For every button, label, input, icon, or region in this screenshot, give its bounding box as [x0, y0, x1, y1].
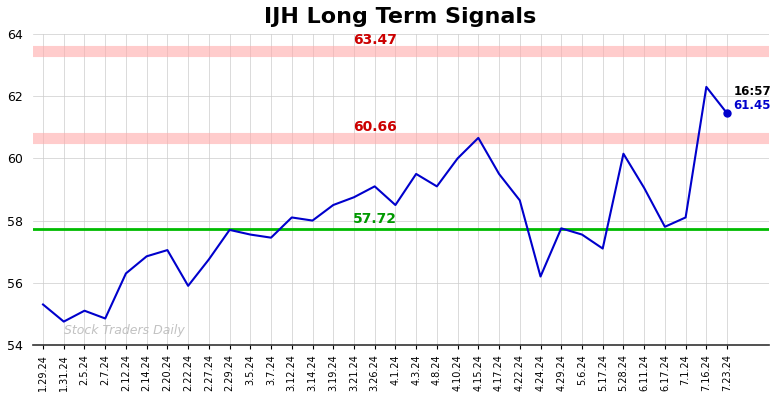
Title: IJH Long Term Signals: IJH Long Term Signals — [264, 7, 537, 27]
Text: 60.66: 60.66 — [353, 120, 397, 134]
Text: 57.72: 57.72 — [353, 212, 397, 226]
Text: Stock Traders Daily: Stock Traders Daily — [64, 324, 184, 337]
Text: 63.47: 63.47 — [353, 33, 397, 47]
Text: 16:57: 16:57 — [733, 85, 771, 98]
Text: 61.45: 61.45 — [733, 99, 771, 112]
